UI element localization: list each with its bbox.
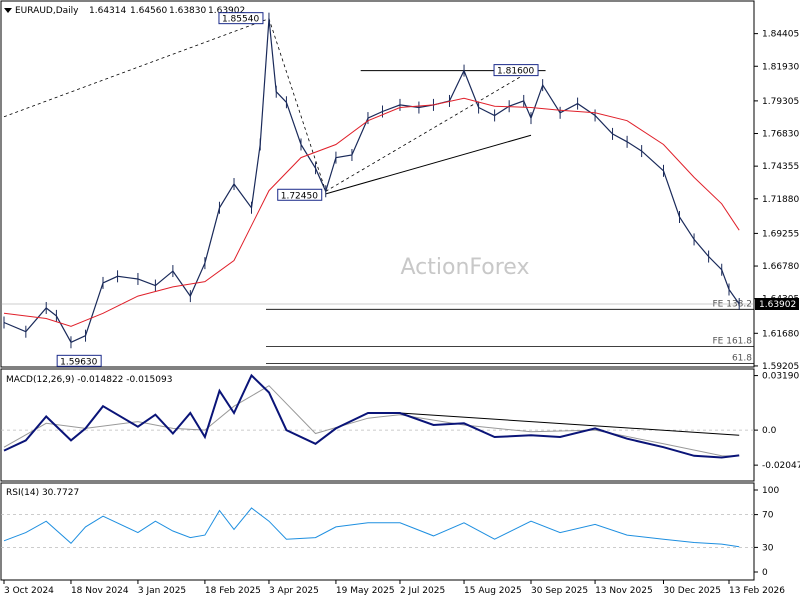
price-annotation-label: 1.81600 (497, 67, 534, 77)
rsi-tick-label: 70 (762, 511, 774, 521)
price-tick-label: 1.74355 (762, 162, 799, 172)
price-annotation-label: 1.85540 (222, 15, 259, 25)
price-tick-label: 1.79305 (762, 97, 799, 107)
channel-trendline (325, 134, 532, 195)
rsi-panel-frame (0, 482, 755, 581)
price-annotation-label: 1.59630 (60, 357, 97, 367)
current-price-tag (755, 297, 799, 310)
price-tick-label: 1.76830 (762, 130, 799, 140)
rsi-title: RSI(14) 30.7727 (6, 488, 79, 498)
trend-line-dashed (3, 18, 270, 118)
price-tick-label: 1.69255 (762, 229, 799, 239)
moving-average-line (3, 97, 740, 327)
fe-level-label: FE 161.8 (713, 336, 753, 346)
x-tick-label: 3 Jan 2025 (138, 586, 186, 596)
rsi-line (3, 507, 740, 548)
price-annotation-box (493, 64, 539, 77)
x-tick-label: 3 Apr 2025 (269, 586, 319, 596)
current-price-label: 1.63902 (759, 300, 796, 310)
price-tick-label: 1.81930 (762, 62, 799, 72)
dropdown-triangle-icon[interactable] (4, 8, 12, 13)
price-annotation-label: 1.72450 (281, 191, 318, 201)
macd-trendline (399, 412, 740, 436)
rsi-tick-label: 30 (762, 543, 774, 553)
x-tick-label: 18 Nov 2024 (71, 586, 129, 596)
x-tick-label: 3 Oct 2024 (4, 586, 54, 596)
watermark: ActionForex (401, 255, 530, 280)
retracement-line (325, 70, 532, 192)
price-tick-label: 1.59205 (762, 362, 799, 372)
price-tick-label: 1.71880 (762, 195, 799, 205)
macd-line (3, 373, 740, 459)
rsi-layer: 100 70 30 0 (1, 486, 779, 578)
x-tick-label: 2 Jul 2025 (400, 586, 445, 596)
macd-tick-label: -0.020479 (762, 461, 800, 471)
price-annotation-box (56, 354, 102, 367)
x-tick-label: 13 Feb 2026 (729, 586, 785, 596)
fe-level-label: FE 138.2 (713, 299, 753, 309)
macd-tick-label: 0.0 (762, 426, 777, 436)
macd-tick-label: 0.031907 (762, 372, 800, 382)
x-axis: 3 Oct 2024 18 Nov 2024 3 Jan 2025 18 Feb 20… (3, 580, 785, 596)
ohlc-high: 1.64560 (130, 6, 167, 16)
x-tick-label: 18 Feb 2025 (205, 586, 261, 596)
price-tick-label: 1.84405 (762, 30, 799, 40)
ohlc-open: 1.64314 (89, 6, 126, 16)
macd-signal-line (3, 385, 740, 457)
rsi-tick-label: 0 (762, 568, 768, 578)
price-layer: 1.84405 1.81930 1.79305 1.76830 1.74355 1.718… (1, 12, 799, 372)
x-tick-label: 15 Aug 2025 (464, 586, 522, 596)
rsi-tick-label: 100 (762, 486, 779, 496)
macd-layer: 0.031907 0.0 -0.020479 (1, 372, 800, 471)
x-tick-label: 13 Nov 2025 (595, 586, 653, 596)
price-tick-label: 1.61680 (762, 329, 799, 339)
x-tick-label: 30 Dec 2025 (663, 586, 721, 596)
price-annotation-box (218, 12, 264, 25)
ohlc-low: 1.63830 (169, 6, 206, 16)
price-annotation-box (277, 188, 323, 201)
x-tick-label: 19 May 2025 (336, 586, 395, 596)
x-tick-label: 30 Sep 2025 (531, 586, 588, 596)
fe-level-label: 61.8 (732, 353, 752, 363)
macd-panel-frame (0, 368, 755, 482)
price-tick-label: 1.66780 (762, 262, 799, 272)
symbol-header: EURAUD,Daily 1.64314 1.64560 1.63830 1.6… (4, 6, 245, 16)
retracement-line (268, 18, 327, 192)
macd-title: MACD(12,26,9) -0.014822 -0.015093 (6, 375, 172, 385)
symbol-name: EURAUD,Daily (15, 6, 79, 16)
price-panel-frame (0, 0, 755, 368)
ohlc-close: 1.63902 (208, 6, 245, 16)
